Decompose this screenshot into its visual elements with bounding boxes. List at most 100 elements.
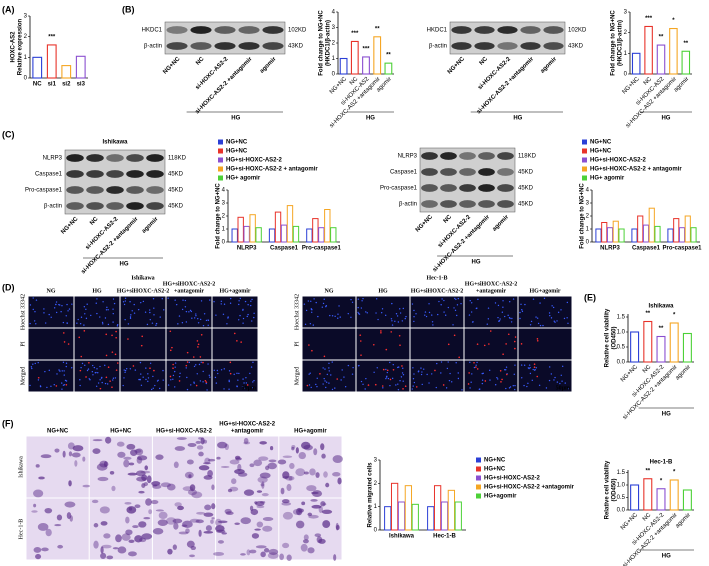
group-label: HG bbox=[662, 412, 671, 418]
column-heading: HG+siHOXC-AS2-2 bbox=[411, 288, 463, 294]
blot-band bbox=[459, 200, 476, 208]
cell-blob bbox=[282, 471, 290, 479]
y-axis-label: (OD450) bbox=[612, 326, 618, 349]
nucleus bbox=[519, 311, 521, 314]
nucleus bbox=[207, 363, 209, 365]
nucleus bbox=[116, 324, 119, 326]
nucleus bbox=[197, 322, 200, 324]
nucleus bbox=[61, 370, 63, 372]
blot-row-label: β-actin bbox=[44, 204, 62, 210]
nucleus bbox=[152, 298, 155, 300]
nucleus bbox=[43, 308, 45, 310]
cell-blob bbox=[117, 451, 126, 458]
x-tick-label: NLRP3 bbox=[237, 246, 257, 252]
cell-blob bbox=[138, 521, 147, 528]
panel-label: (A) bbox=[2, 4, 15, 14]
nucleus bbox=[529, 372, 532, 375]
lane-label: NG+NC bbox=[60, 216, 80, 236]
nucleus bbox=[413, 373, 415, 375]
nucleus bbox=[34, 362, 36, 365]
nucleus bbox=[223, 303, 226, 305]
blot-band bbox=[474, 26, 495, 34]
nucleus bbox=[32, 308, 34, 311]
nucleus bbox=[331, 388, 334, 391]
pi-cell bbox=[434, 369, 436, 372]
blot-band bbox=[497, 152, 514, 160]
pi-cell bbox=[185, 364, 188, 367]
cell-blob bbox=[128, 539, 135, 543]
nucleus bbox=[322, 367, 324, 369]
nucleus bbox=[66, 303, 68, 306]
legend-swatch bbox=[218, 139, 223, 145]
cell-blob bbox=[225, 511, 234, 515]
nucleus bbox=[324, 368, 326, 370]
y-tick-label: 2 bbox=[624, 30, 628, 36]
scale-label: 50μm bbox=[556, 385, 570, 391]
legend-swatch bbox=[476, 484, 481, 490]
cell-blob bbox=[325, 482, 330, 488]
nucleus bbox=[80, 366, 82, 369]
group-label: HG bbox=[472, 260, 481, 266]
nucleus bbox=[84, 313, 86, 315]
bar bbox=[606, 227, 614, 243]
cell-blob bbox=[125, 516, 130, 524]
nucleus bbox=[37, 361, 39, 364]
nucleus bbox=[146, 323, 149, 326]
bar bbox=[643, 478, 653, 511]
cell-blob bbox=[286, 554, 292, 562]
blot-band bbox=[520, 26, 541, 34]
nucleus bbox=[567, 322, 569, 324]
nucleus bbox=[85, 308, 87, 311]
pi-cell bbox=[367, 384, 370, 386]
bar bbox=[690, 227, 697, 243]
nucleus bbox=[452, 324, 454, 326]
blot-band bbox=[190, 42, 212, 50]
cell-blob bbox=[187, 489, 197, 496]
cell-blob bbox=[33, 489, 44, 498]
nucleus bbox=[58, 303, 60, 306]
nucleus bbox=[95, 302, 97, 304]
pi-cell bbox=[380, 330, 382, 332]
pi-cell bbox=[109, 380, 111, 382]
pi-cell bbox=[197, 343, 200, 346]
y-tick-label: 4 bbox=[332, 10, 336, 16]
pi-cell bbox=[501, 378, 503, 381]
pi-cell bbox=[127, 338, 129, 340]
cell-blob bbox=[141, 533, 153, 540]
bar bbox=[669, 27, 678, 75]
micrograph-cell bbox=[166, 360, 212, 392]
nucleus bbox=[389, 384, 391, 387]
nucleus bbox=[197, 317, 199, 320]
bar bbox=[292, 225, 300, 243]
nucleus bbox=[99, 365, 101, 368]
nucleus bbox=[129, 317, 132, 319]
blot-size-label: 118KD bbox=[168, 156, 187, 162]
nucleus bbox=[181, 322, 184, 324]
nucleus bbox=[61, 305, 63, 307]
bar bbox=[595, 228, 602, 243]
cell-blob bbox=[307, 547, 315, 554]
nucleus bbox=[457, 377, 460, 380]
pi-cell bbox=[500, 381, 502, 383]
x-tick-label: NLRP3 bbox=[600, 246, 620, 252]
pi-cell bbox=[78, 336, 81, 339]
nucleus bbox=[331, 315, 334, 317]
nucleus bbox=[79, 323, 82, 325]
pi-cell bbox=[323, 355, 326, 358]
nucleus bbox=[206, 389, 208, 391]
nucleus bbox=[512, 385, 514, 387]
cell-blob bbox=[227, 488, 233, 493]
micrograph-cell bbox=[302, 328, 356, 360]
nucleus bbox=[334, 387, 336, 389]
nucleus bbox=[107, 309, 109, 311]
pi-cell bbox=[115, 330, 117, 333]
pi-cell bbox=[506, 373, 508, 376]
nucleus bbox=[250, 300, 252, 302]
nucleus bbox=[447, 361, 449, 363]
pi-cell bbox=[246, 384, 249, 386]
y-axis-label: Fold change to NG+NC bbox=[611, 10, 617, 76]
x-tick-label: NG+NC bbox=[620, 364, 640, 384]
pi-cell bbox=[308, 344, 310, 346]
blot-row-label: β-actin bbox=[429, 44, 447, 50]
y-tick-label: 2 bbox=[332, 41, 336, 47]
